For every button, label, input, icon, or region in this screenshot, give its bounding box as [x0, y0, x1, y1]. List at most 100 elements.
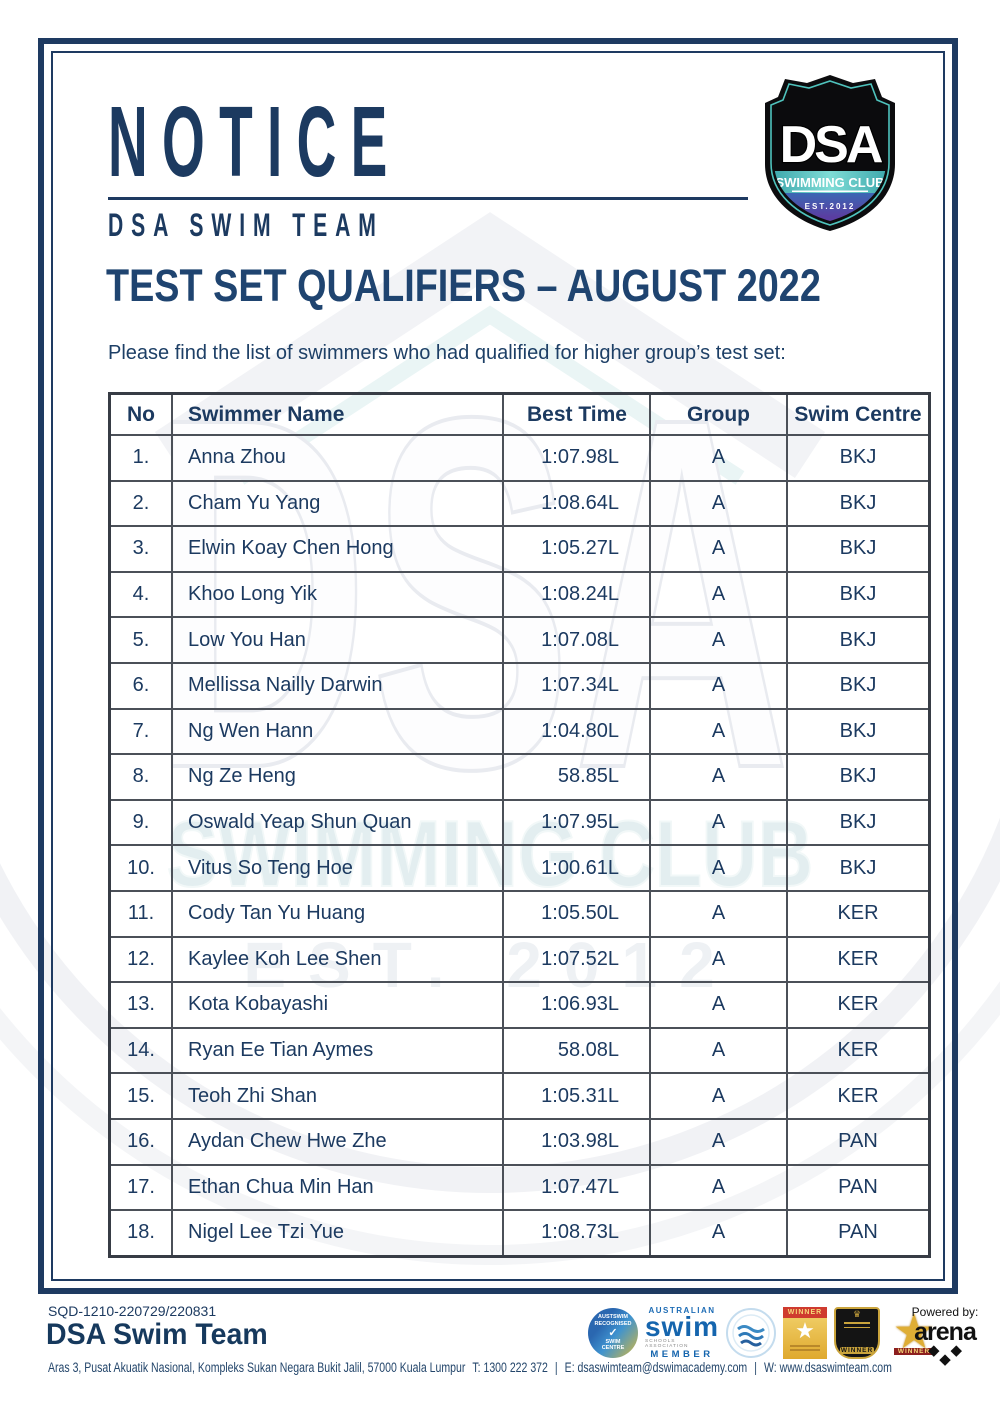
cell-best-time: 1:08.73L: [502, 1209, 651, 1258]
cell-no: 12.: [108, 935, 173, 984]
table-row: 15. Teoh Zhi Shan 1:05.31L A KER: [108, 1072, 931, 1120]
team-subheading: DSA SWIM TEAM: [108, 207, 384, 243]
cell-best-time: 1:05.31L: [502, 1072, 651, 1120]
qualifiers-table-head: No Swimmer Name Best Time Group Swim Cen…: [108, 392, 931, 436]
cell-swim-centre: KER: [786, 981, 931, 1029]
cell-swimmer-name: Ng Wen Hann: [171, 707, 504, 756]
footer-website-link[interactable]: W: www.dsaswimteam.com: [763, 1360, 892, 1375]
table-row: 1. Anna Zhou 1:07.98L A BKJ: [108, 434, 931, 482]
cell-group: A: [649, 981, 788, 1029]
austswim-line4: CENTRE: [601, 1345, 625, 1352]
cell-swim-centre: KER: [786, 889, 931, 938]
cell-no: 13.: [108, 981, 173, 1029]
cell-swimmer-name: Kota Kobayashi: [171, 981, 504, 1029]
cell-swim-centre: KER: [786, 935, 931, 984]
badge-detail-line: [844, 1322, 870, 1324]
cell-best-time: 1:08.24L: [502, 570, 651, 619]
cell-best-time: 1:05.27L: [502, 525, 651, 573]
cell-no: 14.: [108, 1026, 173, 1075]
logo-swimming-club-text: SWIMMING CLUB: [775, 175, 884, 190]
footer-address: Aras 3, Pusat Akuatik Nasional, Kompleks…: [48, 1360, 466, 1375]
cell-best-time: 1:04.80L: [502, 707, 651, 756]
cell-swimmer-name: Cham Yu Yang: [171, 479, 504, 528]
arena-logo-text: arena: [914, 1318, 977, 1346]
cell-swimmer-name: Anna Zhou: [171, 434, 504, 482]
academy-winner-label: WINNER: [840, 1347, 874, 1354]
cell-no: 10.: [108, 844, 173, 892]
table-header-row: No Swimmer Name Best Time Group Swim Cen…: [108, 392, 931, 436]
page-border-frame-inner: [51, 51, 945, 1281]
cell-no: 17.: [108, 1163, 173, 1212]
cell-swimmer-name: Elwin Koay Chen Hong: [171, 525, 504, 573]
table-row: 17. Ethan Chua Min Han 1:07.47L A PAN: [108, 1163, 931, 1212]
footer-email-link[interactable]: E: dsaswimteam@dswimacademy.com: [564, 1360, 748, 1375]
cell-no: 11.: [108, 889, 173, 938]
cell-group: A: [649, 935, 788, 984]
table-row: 8. Ng Ze Heng 58.85L A BKJ: [108, 753, 931, 801]
reference-code: SQD-1210-220729/220831: [48, 1303, 217, 1319]
cell-swim-centre: BKJ: [786, 844, 931, 892]
badge-detail-line: [789, 1349, 821, 1352]
cell-group: A: [649, 434, 788, 482]
header-no: No: [108, 392, 173, 436]
cell-best-time: 1:07.52L: [502, 935, 651, 984]
cell-no: 8.: [108, 753, 173, 801]
cell-swimmer-name: Cody Tan Yu Huang: [171, 889, 504, 938]
table-row: 16. Aydan Chew Hwe Zhe 1:03.98L A PAN: [108, 1117, 931, 1166]
cell-best-time: 1:00.61L: [502, 844, 651, 892]
cell-swimmer-name: Vitus So Teng Hoe: [171, 844, 504, 892]
familytalk-winner-badge: ★ WINNER: [887, 1307, 941, 1359]
cell-swimmer-name: Aydan Chew Hwe Zhe: [171, 1117, 504, 1166]
table-row: 11. Cody Tan Yu Huang 1:05.50L A KER: [108, 889, 931, 938]
table-row: 3. Elwin Koay Chen Hong 1:05.27L A BKJ: [108, 525, 931, 573]
austswim-line3: SWIM: [605, 1338, 621, 1345]
cell-swim-centre: PAN: [786, 1209, 931, 1258]
table-row: 4. Khoo Long Yik 1:08.24L A BKJ: [108, 570, 931, 619]
cell-best-time: 1:06.93L: [502, 981, 651, 1029]
cell-swim-centre: KER: [786, 1072, 931, 1120]
logo-band: [774, 171, 886, 193]
heading-divider-line: [108, 197, 748, 200]
header-swim-centre: Swim Centre: [786, 392, 931, 436]
cell-no: 2.: [108, 479, 173, 528]
cell-swimmer-name: Teoh Zhi Shan: [171, 1072, 504, 1120]
header-best-time: Best Time: [502, 392, 651, 436]
cell-no: 18.: [108, 1209, 173, 1258]
star-icon: ★: [795, 1318, 815, 1343]
accreditation-badges: AUSTSWIM RECOGNISED ✓ SWIM CENTRE AUSTRA…: [588, 1305, 941, 1361]
cell-swim-centre: BKJ: [786, 525, 931, 573]
certified-pool-operator-badge: [726, 1308, 776, 1358]
qualifiers-table: No Swimmer Name Best Time Group Swim Cen…: [108, 392, 931, 1258]
cell-no: 1.: [108, 434, 173, 482]
cell-group: A: [649, 844, 788, 892]
page-border-frame: [38, 38, 958, 1294]
qualifiers-table-body: 1. Anna Zhou 1:07.98L A BKJ 2. Cham Yu Y…: [108, 434, 931, 1258]
australian-swim-schools-badge: AUSTRALIAN swim SCHOOLS ASSOCIATION MEMB…: [645, 1306, 719, 1360]
cell-group: A: [649, 889, 788, 938]
austswim-badge: AUSTSWIM RECOGNISED ✓ SWIM CENTRE: [588, 1308, 638, 1358]
star-winner-label: WINNER: [894, 1348, 934, 1355]
cell-swimmer-name: Ryan Ee Tian Aymes: [171, 1026, 504, 1075]
academy-choice-awards-badge: ♛ WINNER: [834, 1307, 880, 1359]
logo-dsa-text: DSA: [780, 116, 883, 174]
dsa-club-logo: DSA SWIMMING CLUB EST.2012: [765, 75, 895, 231]
table-row: 2. Cham Yu Yang 1:08.64L A BKJ: [108, 479, 931, 528]
separator: |: [554, 1360, 558, 1375]
table-row: 18. Nigel Lee Tzi Yue 1:08.73L A PAN: [108, 1209, 931, 1258]
cell-best-time: 1:07.98L: [502, 434, 651, 482]
cell-group: A: [649, 661, 788, 710]
cell-no: 15.: [108, 1072, 173, 1120]
cell-no: 5.: [108, 616, 173, 664]
cell-swimmer-name: Mellissa Nailly Darwin: [171, 661, 504, 710]
cell-swim-centre: BKJ: [786, 570, 931, 619]
cell-no: 16.: [108, 1117, 173, 1166]
table-row: 10. Vitus So Teng Hoe 1:00.61L A BKJ: [108, 844, 931, 892]
cell-group: A: [649, 1163, 788, 1212]
cell-swim-centre: PAN: [786, 1163, 931, 1212]
austswim-line1: AUSTSWIM: [598, 1314, 628, 1321]
cell-group: A: [649, 1026, 788, 1075]
separator: |: [754, 1360, 757, 1375]
cell-best-time: 1:07.34L: [502, 661, 651, 710]
cell-no: 4.: [108, 570, 173, 619]
